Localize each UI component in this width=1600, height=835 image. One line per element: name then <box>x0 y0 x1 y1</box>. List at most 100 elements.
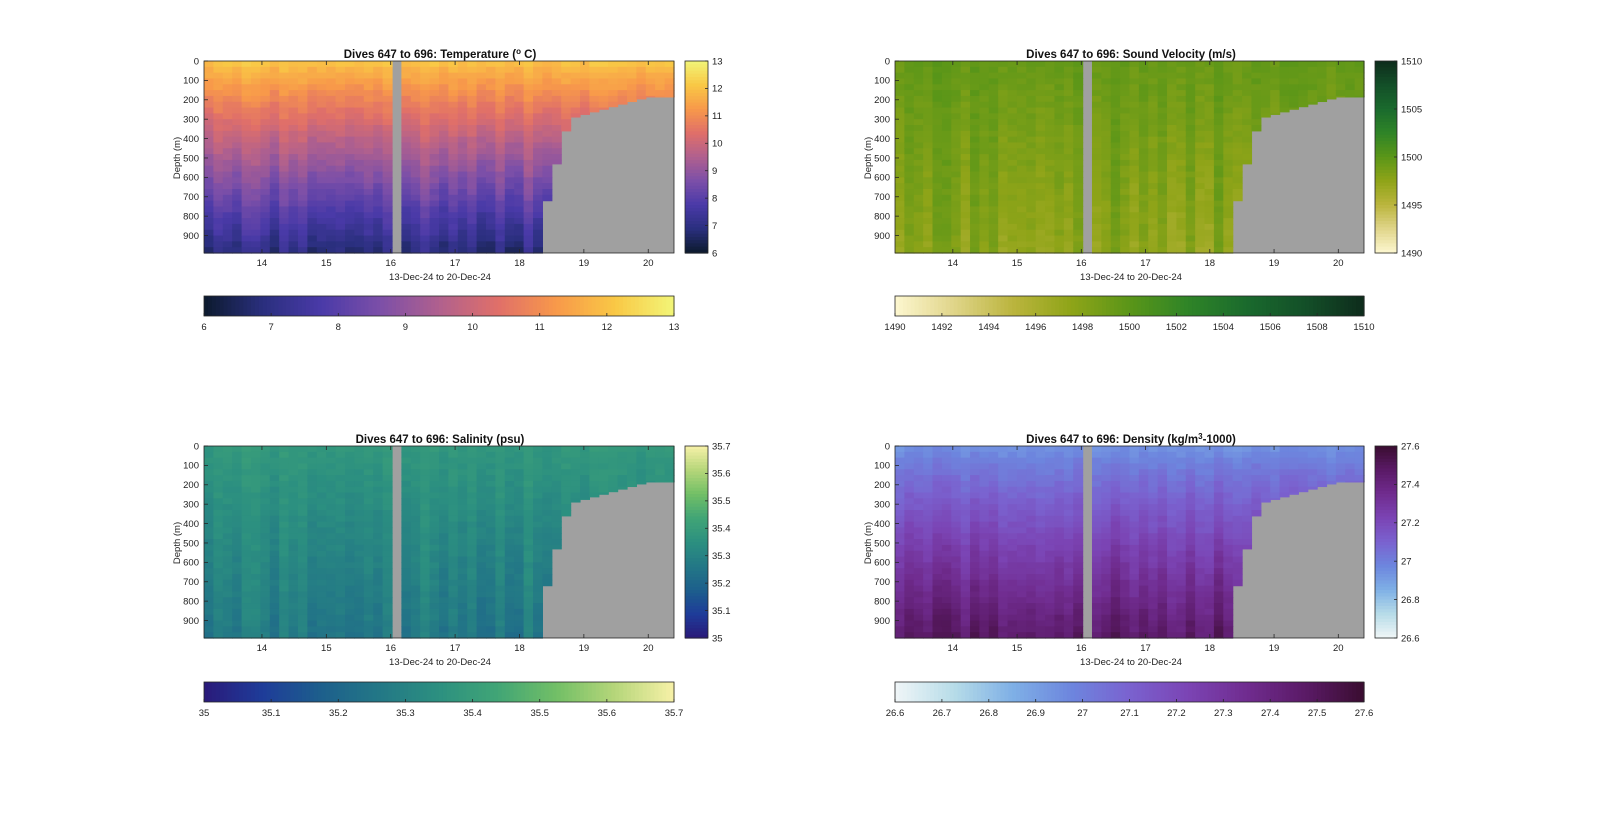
heatmap-cell <box>204 212 214 218</box>
heatmap-cell <box>467 527 477 533</box>
heatmap-cell <box>1036 224 1046 230</box>
heatmap-cell <box>477 195 487 201</box>
heatmap-cell <box>1205 113 1215 119</box>
heatmap-cell <box>961 131 971 137</box>
heatmap-cell <box>430 545 440 551</box>
heatmap-cell <box>933 522 943 528</box>
heatmap-cell <box>383 626 393 632</box>
heatmap-cell <box>1195 230 1205 236</box>
heatmap-cell <box>204 580 214 586</box>
heatmap-cell <box>1289 96 1299 102</box>
heatmap-cell <box>524 527 534 533</box>
heatmap-cell <box>204 504 214 510</box>
heatmap-cell <box>542 539 552 545</box>
colorbar-tick-label: 1510 <box>1401 56 1422 67</box>
heatmap-cell <box>495 626 505 632</box>
heatmap-cell <box>542 166 552 172</box>
heatmap-cell <box>486 527 496 533</box>
heatmap-cell <box>1073 160 1083 166</box>
heatmap-cell <box>439 148 449 154</box>
heatmap-cell <box>561 469 571 475</box>
heatmap-cell <box>1073 195 1083 201</box>
colorbar-segment <box>521 296 526 316</box>
heatmap-cell <box>213 551 223 557</box>
heatmap-cell <box>561 475 571 481</box>
colorbar-segment <box>216 682 221 702</box>
heatmap-cell <box>458 516 468 522</box>
heatmap-cell <box>317 195 327 201</box>
heatmap-cell <box>364 481 374 487</box>
heatmap-cell <box>904 195 914 201</box>
heatmap-cell <box>1045 78 1055 84</box>
heatmap-cell <box>401 557 411 563</box>
heatmap-cell <box>627 96 637 102</box>
heatmap-cell <box>439 603 449 609</box>
colorbar-segment <box>412 682 417 702</box>
heatmap-cell <box>1308 61 1318 67</box>
heatmap-cell <box>1111 125 1121 131</box>
heatmap-cell <box>1205 166 1215 172</box>
heatmap-cell <box>251 160 261 166</box>
heatmap-cell <box>589 102 599 108</box>
heatmap-cell <box>336 230 346 236</box>
colorbar-segment <box>1149 296 1154 316</box>
x-tick-label: 20 <box>1333 258 1344 269</box>
colorbar-segment <box>286 296 291 316</box>
heatmap-cell <box>1158 142 1168 148</box>
heatmap-cell <box>1242 90 1252 96</box>
heatmap-cell <box>420 446 430 452</box>
heatmap-cell <box>1064 201 1074 207</box>
heatmap-cell <box>204 621 214 627</box>
heatmap-cell <box>1036 160 1046 166</box>
colorbar-segment <box>651 296 656 316</box>
heatmap-cell <box>317 67 327 73</box>
y-tick-label: 800 <box>874 211 890 222</box>
heatmap-cell <box>345 73 355 79</box>
heatmap-cell <box>1045 230 1055 236</box>
heatmap-cell <box>951 557 961 563</box>
colorbar-segment <box>977 296 982 316</box>
colorbar-segment <box>502 682 507 702</box>
heatmap-cell <box>933 78 943 84</box>
heatmap-cell <box>1298 78 1308 84</box>
heatmap-cell <box>580 463 590 469</box>
heatmap-cell <box>364 527 374 533</box>
heatmap-cell <box>317 113 327 119</box>
heatmap-cell <box>1026 113 1036 119</box>
heatmap-cell <box>1026 212 1036 218</box>
heatmap-cell <box>242 516 252 522</box>
heatmap-cell <box>524 108 534 114</box>
heatmap-cell <box>951 195 961 201</box>
heatmap-cell <box>289 142 299 148</box>
sound-velocity-title: Dives 647 to 696: Sound Velocity (m/s) <box>1026 49 1236 61</box>
heatmap-cell <box>1223 108 1233 114</box>
heatmap-cell <box>289 568 299 574</box>
heatmap-cell <box>495 615 505 621</box>
heatmap-cell <box>279 481 289 487</box>
heatmap-cell <box>524 113 534 119</box>
heatmap-cell <box>998 241 1008 247</box>
heatmap-cell <box>1186 67 1196 73</box>
heatmap-cell <box>514 580 524 586</box>
heatmap-cell <box>1111 119 1121 125</box>
heatmap-cell <box>204 154 214 160</box>
heatmap-cell <box>289 108 299 114</box>
heatmap-cell <box>289 84 299 90</box>
heatmap-cell <box>232 586 242 592</box>
heatmap-cell <box>430 61 440 67</box>
heatmap-cell <box>1045 172 1055 178</box>
heatmap-cell <box>336 148 346 154</box>
heatmap-cell <box>970 78 980 84</box>
heatmap-cell <box>524 67 534 73</box>
heatmap-cell <box>914 119 924 125</box>
heatmap-cell <box>1073 84 1083 90</box>
heatmap-cell <box>1139 206 1149 212</box>
heatmap-cell <box>279 189 289 195</box>
heatmap-cell <box>1223 102 1233 108</box>
heatmap-cell <box>1280 78 1290 84</box>
heatmap-cell <box>495 148 505 154</box>
heatmap-cell <box>326 137 336 143</box>
heatmap-cell <box>411 206 421 212</box>
heatmap-cell <box>989 137 999 143</box>
heatmap-cell <box>289 615 299 621</box>
